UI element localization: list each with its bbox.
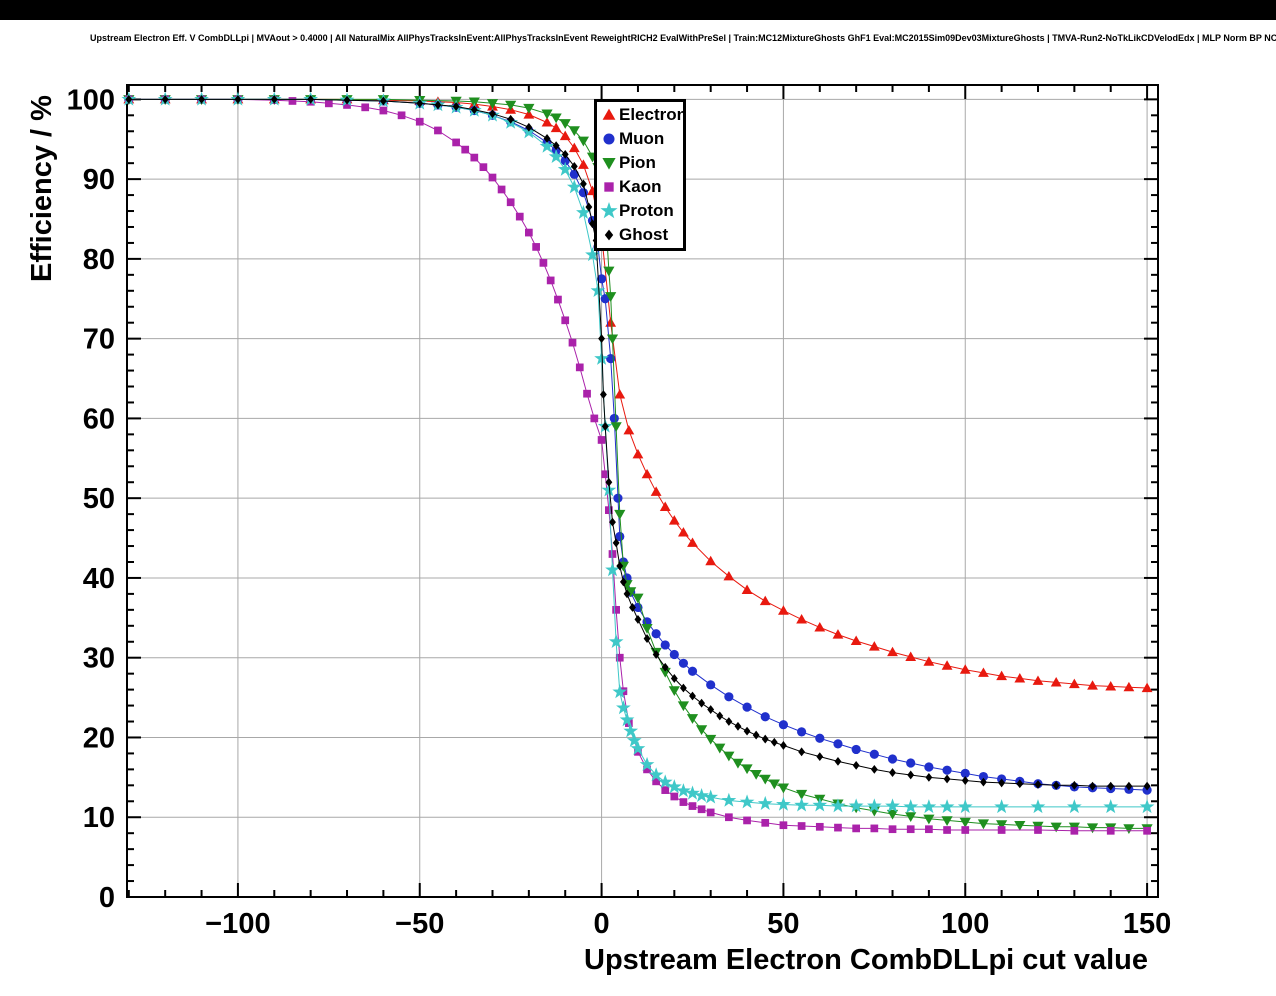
legend-label-muon: Muon [619,129,665,148]
legend-item-proton: Proton [599,200,683,223]
proton-marker-icon [599,201,619,221]
ghost-marker-icon [599,225,619,245]
legend-item-kaon: Kaon [599,176,683,199]
svg-text:−100: −100 [205,908,270,940]
svg-text:150: 150 [1123,908,1171,940]
svg-text:60: 60 [83,403,115,435]
svg-text:70: 70 [83,324,115,356]
svg-text:10: 10 [83,802,115,834]
pion-marker-icon [599,153,619,173]
legend-item-muon: Muon [599,128,683,151]
svg-text:90: 90 [83,164,115,196]
svg-text:30: 30 [83,643,115,675]
svg-text:50: 50 [83,483,115,515]
svg-text:0: 0 [594,908,610,940]
electron-marker-icon [599,105,619,125]
legend-item-ghost: Ghost [599,224,683,247]
svg-text:100: 100 [941,908,989,940]
svg-text:40: 40 [83,563,115,595]
svg-text:−50: −50 [395,908,444,940]
y-axis-title: Efficiency / % [26,95,58,282]
svg-text:0: 0 [99,882,115,914]
legend-label-electron: Electron [619,105,688,124]
legend-label-ghost: Ghost [619,225,669,244]
kaon-marker-icon [599,177,619,197]
legend: Electron Muon Pion Kaon Proton Ghost [594,99,687,251]
legend-label-kaon: Kaon [619,177,662,196]
legend-label-pion: Pion [619,153,656,172]
legend-item-pion: Pion [599,152,683,175]
legend-label-proton: Proton [619,201,674,220]
x-axis-title: Upstream Electron CombDLLpi cut value [584,944,1148,976]
svg-text:80: 80 [83,244,115,276]
muon-marker-icon [599,129,619,149]
svg-text:50: 50 [767,908,799,940]
plot-title: Upstream Electron Eff. V CombDLLpi | MVA… [90,33,1276,43]
top-bar [0,0,1276,20]
svg-text:20: 20 [83,722,115,754]
svg-text:100: 100 [67,84,115,116]
legend-item-electron: Electron [599,104,687,127]
